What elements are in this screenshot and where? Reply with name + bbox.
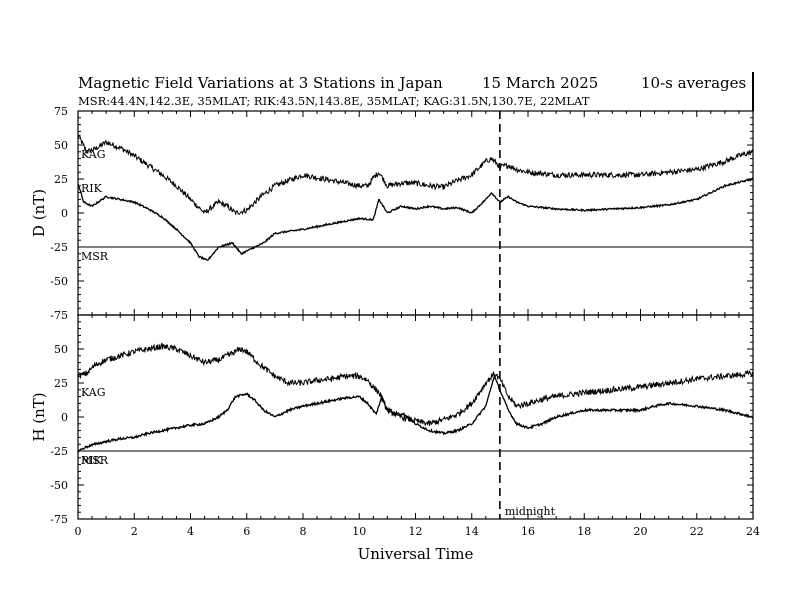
stations-line: MSR:44.4N,142.3E, 35MLAT; RIK:43.5N,143.… [78, 94, 590, 108]
bottom-panel-frame [77, 314, 754, 520]
series-kag-top [77, 133, 754, 216]
x-tick-label: 24 [746, 525, 760, 538]
y-tick-label: -25 [50, 241, 68, 254]
station-label-kag: KAG [81, 148, 106, 161]
top-y-axis-label: D (nT) [30, 189, 48, 237]
bottom-y-axis-label: H (nT) [30, 392, 48, 441]
y-tick-label: 50 [54, 343, 68, 356]
y-tick-label: -75 [50, 513, 68, 526]
chart-averaging: 10-s averages [641, 74, 746, 92]
x-tick-label: 16 [521, 525, 535, 538]
x-tick-label: 12 [409, 525, 423, 538]
x-tick-label: 0 [75, 525, 82, 538]
x-tick-label: 4 [187, 525, 194, 538]
station-label-rik: RIK [81, 182, 103, 195]
series-rik-top [77, 177, 754, 261]
y-tick-label: -50 [50, 275, 68, 288]
x-axis-label: Universal Time [358, 545, 474, 563]
x-tick-label: 8 [300, 525, 307, 538]
station-label-kag: KAG [81, 386, 106, 399]
midnight-label: midnight [505, 505, 556, 518]
chart-title: Magnetic Field Variations at 3 Stations … [78, 74, 443, 92]
x-tick-label: 20 [634, 525, 648, 538]
x-tick-label: 2 [131, 525, 138, 538]
y-tick-label: -25 [50, 445, 68, 458]
y-tick-label: 25 [54, 173, 68, 186]
series-kag-bottom [77, 342, 754, 426]
top-panel-frame [77, 110, 754, 316]
y-tick-label: 0 [61, 411, 68, 424]
x-tick-label: 18 [577, 525, 591, 538]
x-tick-label: 22 [690, 525, 704, 538]
chart-date: 15 March 2025 [482, 74, 598, 92]
y-tick-label: -50 [50, 479, 68, 492]
y-tick-label: 25 [54, 377, 68, 390]
x-tick-label: 6 [243, 525, 250, 538]
y-tick-label: 50 [54, 139, 68, 152]
station-label-msr: MSR [81, 250, 109, 263]
y-tick-label: 75 [54, 105, 68, 118]
y-tick-label: 0 [61, 207, 68, 220]
station-label-msr: MSR [81, 454, 109, 467]
top-panel: -75 -50 -25 0 25 50 75 D (nT) KAG RIK MSR [30, 105, 754, 322]
station-label-rik: RIK [81, 454, 103, 467]
x-tick-label: 14 [465, 525, 479, 538]
x-tick-label: 10 [352, 525, 366, 538]
series-rik-bottom [77, 376, 754, 454]
y-tick-label: -75 [50, 309, 68, 322]
